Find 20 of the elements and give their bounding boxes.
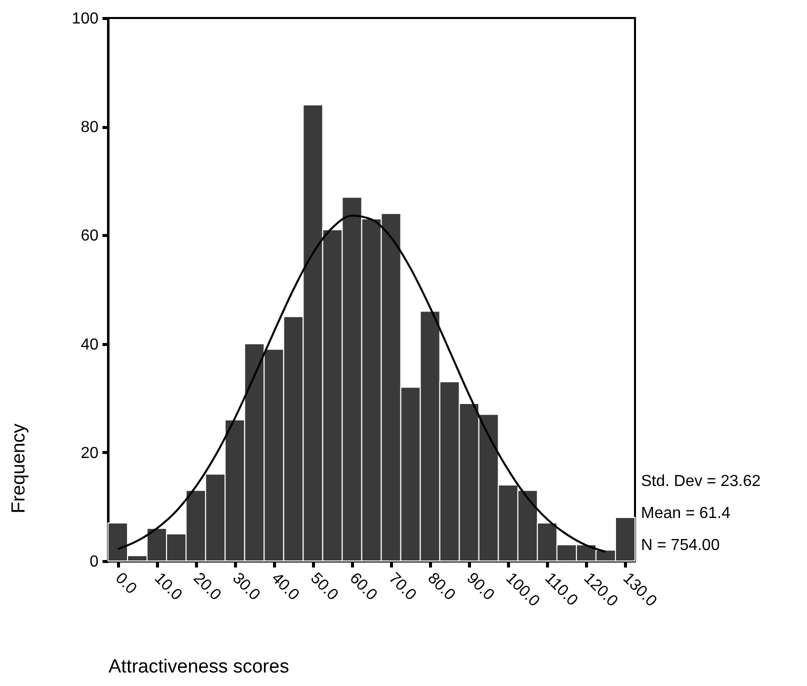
y-axis-title: Frequency <box>8 423 30 514</box>
y-tick-label: 60 <box>80 228 99 245</box>
x-tick-label: 0.0 <box>112 570 140 598</box>
x-tick-label: 30.0 <box>229 570 264 604</box>
y-tick-label: 40 <box>80 336 99 354</box>
x-tick-label: 50.0 <box>307 570 342 604</box>
x-tick-label: 10.0 <box>150 570 186 604</box>
y-tick-label: 80 <box>80 119 99 136</box>
y-tick-label: 100 <box>72 10 99 28</box>
x-axis-title: Attractiveness scores <box>108 656 290 678</box>
text: Mean = 61.4 <box>641 505 730 522</box>
text: N = 754.00 <box>641 537 720 554</box>
x-tick-label: 90.0 <box>463 570 498 604</box>
x-tick-label: 40.0 <box>268 570 302 604</box>
x-tick-label: 80.0 <box>424 570 458 604</box>
y-tick-label: 0 <box>90 554 99 570</box>
y-tick-label: 20 <box>80 444 99 462</box>
text: Std. Dev = 23.62 <box>641 473 761 490</box>
x-tick-label: 60.0 <box>346 570 380 604</box>
x-tick-label: 20.0 <box>190 570 224 604</box>
